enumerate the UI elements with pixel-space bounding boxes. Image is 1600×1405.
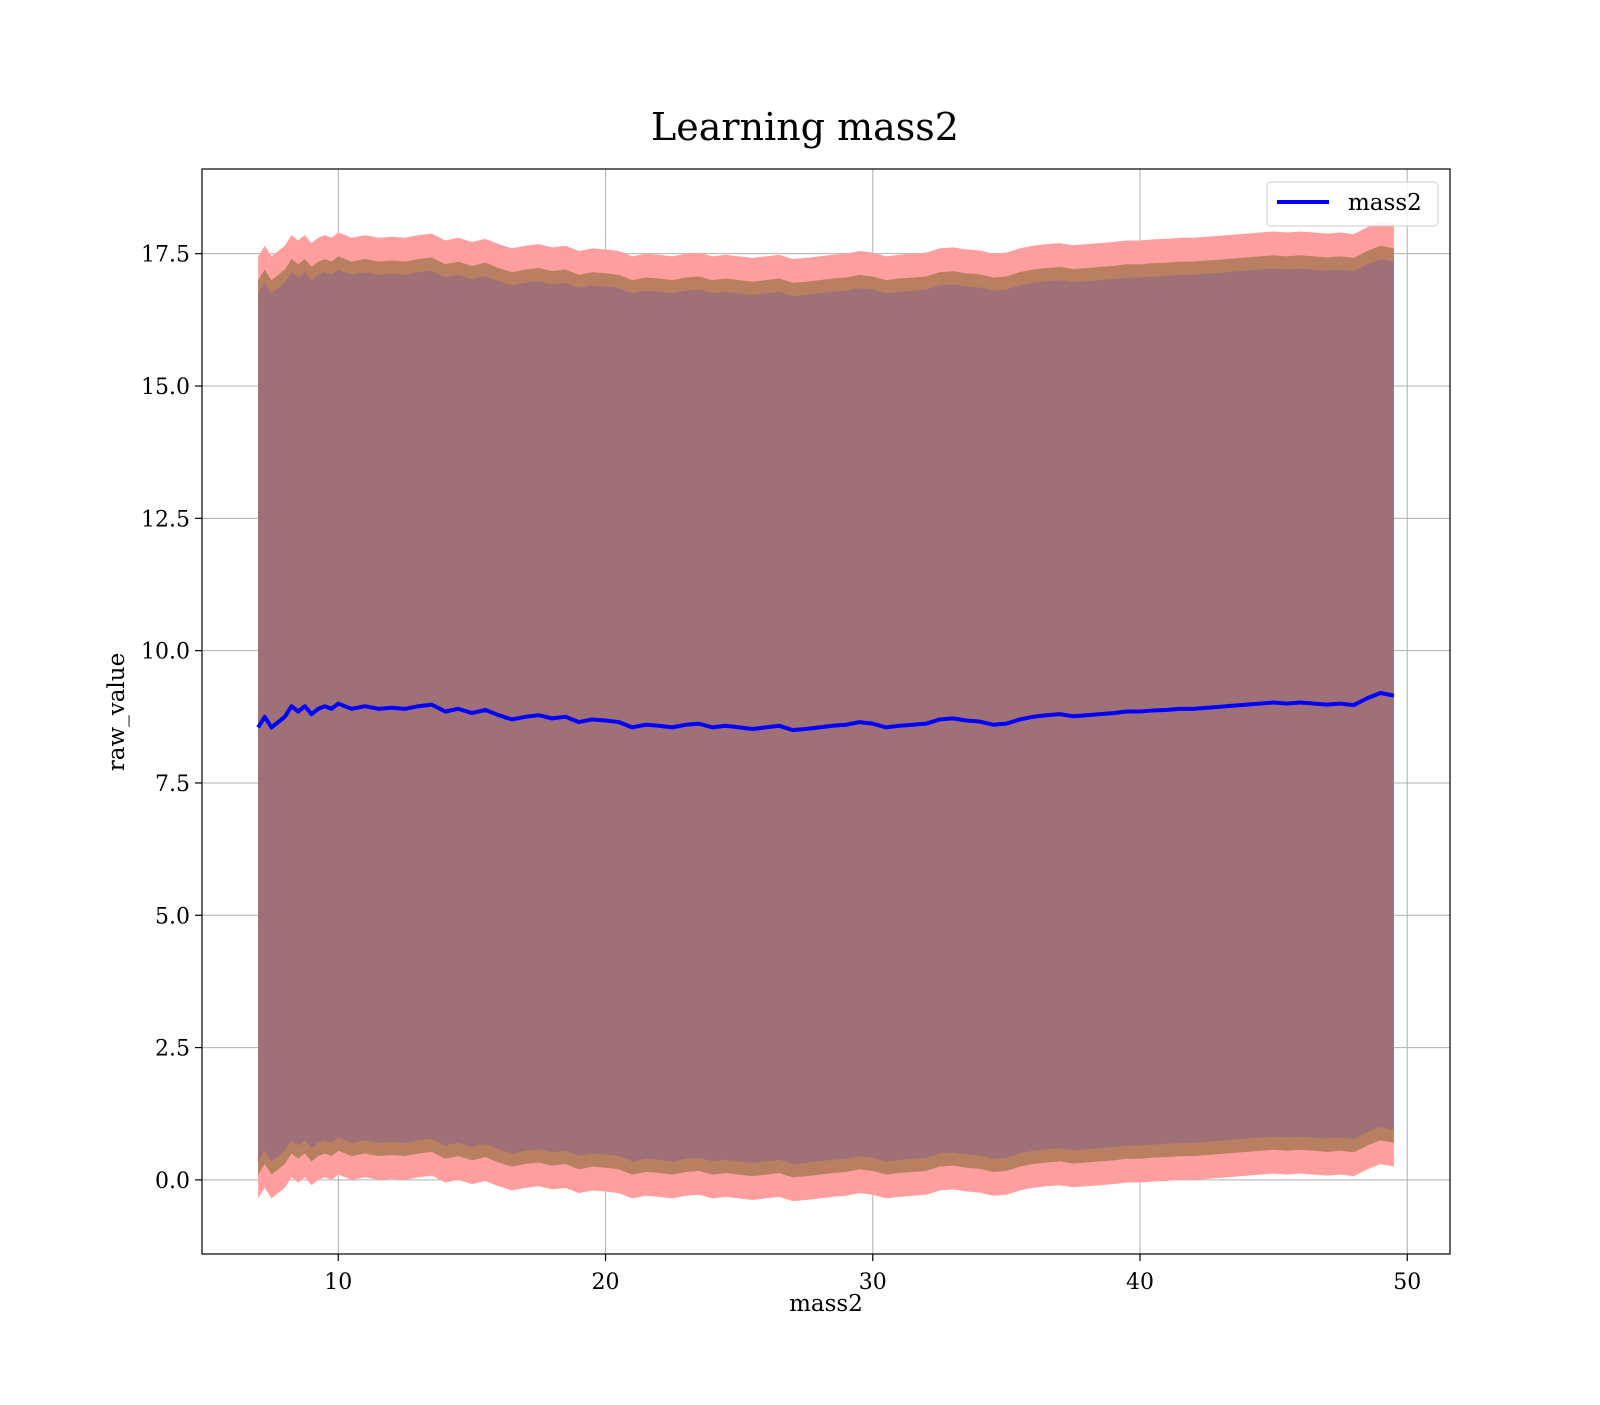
x-axis-ticks: 10 20 30 40 50	[324, 1254, 1421, 1295]
y-tick-label: 0.0	[155, 1169, 190, 1194]
plot-frame	[201, 168, 1451, 1255]
confidence-bands	[258, 221, 1394, 1202]
legend-box	[1266, 181, 1439, 227]
legend-label: mass2	[1348, 190, 1422, 216]
legend: mass2	[1266, 181, 1439, 227]
y-tick-label: 15.0	[141, 375, 190, 400]
x-tick-label: 20	[592, 1270, 620, 1295]
core-confidence-band	[258, 258, 1394, 1165]
y-axis-ticks: 0.0 2.5 5.0 7.5 10.0 12.5 15.0 17.5	[141, 243, 202, 1194]
y-tick-label: 5.0	[155, 904, 190, 929]
y-tick-label: 10.0	[141, 640, 190, 665]
series-line-mass2	[256, 690, 1395, 733]
x-tick-label: 30	[859, 1270, 887, 1295]
y-axis-label: raw_value	[104, 653, 130, 771]
x-tick-label: 40	[1126, 1270, 1154, 1295]
x-tick-label: 50	[1393, 1270, 1421, 1295]
y-tick-label: 7.5	[155, 772, 190, 797]
y-tick-label: 2.5	[155, 1037, 190, 1062]
series-lines	[256, 690, 1395, 733]
x-axis-label: mass2	[789, 1291, 863, 1317]
y-tick-label: 12.5	[141, 507, 190, 532]
x-tick-label: 10	[324, 1270, 352, 1295]
y-tick-label: 17.5	[141, 243, 190, 268]
chart-title: Learning mass2	[651, 105, 959, 149]
